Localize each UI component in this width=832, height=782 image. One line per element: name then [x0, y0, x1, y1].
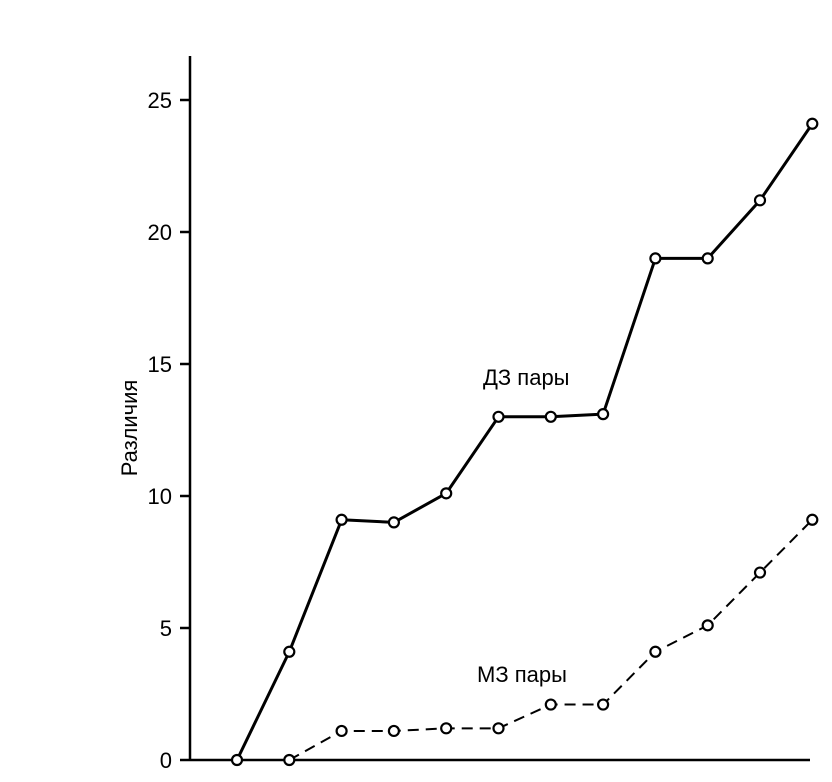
y-ticks: 0 5 10 15 20 25: [148, 88, 190, 773]
series-line: [288, 519, 814, 761]
data-point: [544, 410, 557, 423]
y-tick-label: 10: [148, 484, 172, 509]
data-point: [283, 753, 296, 767]
data-point: [544, 698, 557, 711]
data-point: [387, 724, 400, 738]
series-label: ДЗ пары: [483, 365, 570, 390]
y-tick-label: 0: [160, 748, 172, 773]
data-point: [440, 722, 453, 735]
y-tick-label: 25: [148, 88, 172, 113]
data-point: [387, 516, 400, 529]
data-point: [440, 487, 453, 500]
data-point: [649, 645, 662, 658]
data-point: [649, 252, 662, 265]
data-point: [701, 619, 714, 632]
series-layer: [230, 117, 819, 767]
data-point: [596, 408, 610, 421]
data-point: [492, 410, 505, 423]
y-tick-label: 5: [160, 616, 172, 641]
data-point: [806, 513, 819, 526]
data-point: [283, 645, 296, 658]
data-point: [753, 194, 767, 207]
series-mz-pairs: [283, 513, 819, 767]
series-line: [235, 122, 814, 761]
chart-axes: [188, 56, 810, 762]
data-point: [753, 566, 767, 579]
data-point: [492, 722, 505, 735]
data-point: [596, 698, 610, 711]
data-point: [335, 513, 348, 526]
data-point: [701, 252, 714, 265]
y-axis-title: Различия: [117, 380, 142, 477]
series-labels: ДЗ пары МЗ пары: [477, 365, 570, 687]
data-point: [335, 724, 348, 738]
y-tick-label: 20: [148, 220, 172, 245]
series-label: МЗ пары: [477, 662, 567, 687]
data-point: [230, 753, 244, 767]
data-point: [806, 117, 819, 130]
y-tick-label: 15: [148, 352, 172, 377]
series-dz-pairs: [230, 117, 819, 767]
